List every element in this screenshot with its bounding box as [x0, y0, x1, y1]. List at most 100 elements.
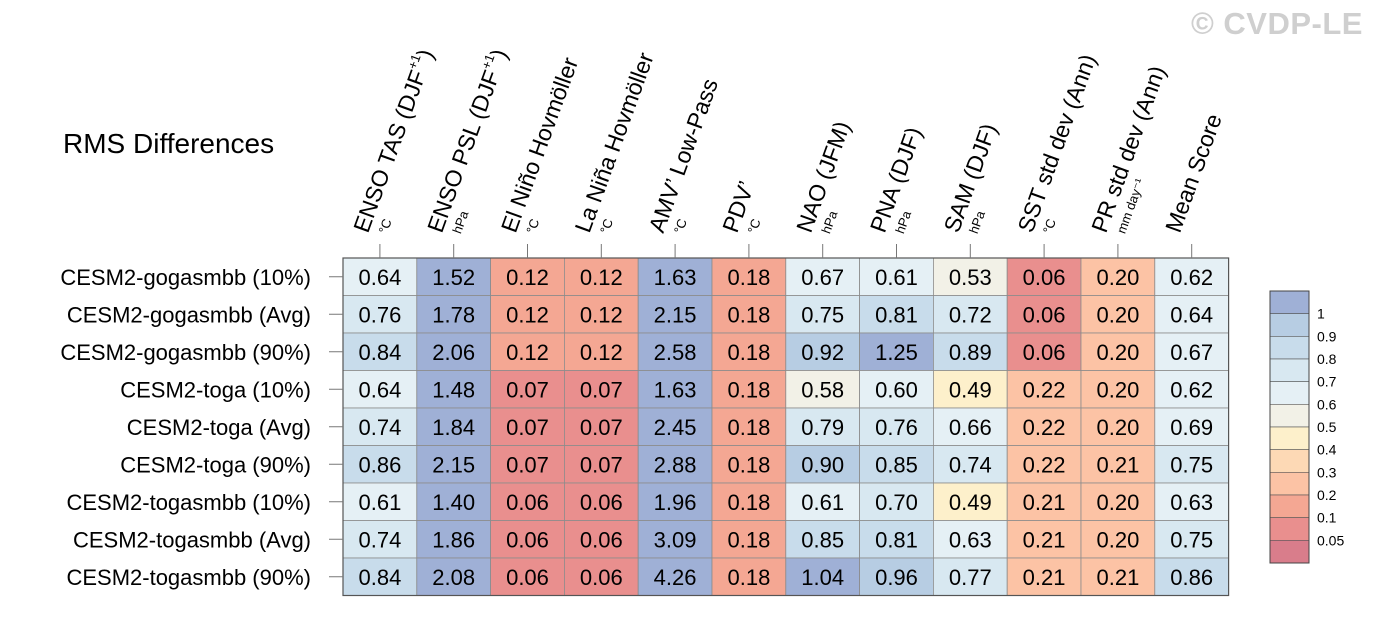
chart-title: RMS Differences — [63, 128, 275, 159]
heatmap-cell — [859, 445, 934, 484]
colorbar-tick-label: 0.4 — [1317, 442, 1337, 458]
cell-value-label: 0.18 — [727, 490, 770, 515]
heatmap-cell — [711, 257, 787, 296]
heatmap-cell — [490, 482, 565, 521]
heatmap-cell — [1080, 257, 1156, 296]
row-label: CESM2-togasmbb (90%) — [66, 565, 311, 590]
cell-value-label: 0.76 — [358, 302, 401, 327]
column-label-text: El Niño Hovmöller — [496, 54, 583, 236]
cell-value-label: 0.20 — [1096, 377, 1139, 402]
cell-value-label: 0.07 — [506, 452, 549, 477]
column-unit-label: °C — [376, 217, 395, 236]
cell-value-label: 0.60 — [875, 377, 918, 402]
column-label-text: ENSO PSL (DJF+1) — [420, 45, 512, 236]
cell-value-label: 2.15 — [432, 452, 475, 477]
cell-value-label: 0.20 — [1096, 415, 1139, 440]
cell-value-label: 0.62 — [1170, 377, 1213, 402]
column-unit-label: °C — [597, 217, 616, 236]
cell-value-label: 0.06 — [580, 527, 623, 552]
column-label-text: La Niña Hovmöller — [570, 49, 659, 236]
row-label: CESM2-toga (10%) — [120, 377, 311, 402]
cell-value-label: 0.12 — [506, 265, 549, 290]
heatmap-cell — [342, 445, 418, 484]
heatmap-cell — [416, 520, 491, 559]
heatmap-cell — [785, 407, 860, 446]
cell-value-label: 0.96 — [875, 565, 918, 590]
cell-value-label: 0.18 — [727, 452, 770, 477]
heatmap-cell — [933, 370, 1008, 409]
heatmap-cell — [637, 295, 713, 334]
heatmap-cell — [490, 332, 565, 371]
cell-value-label: 0.18 — [727, 415, 770, 440]
heatmap-cell — [933, 295, 1008, 334]
heatmap-cell — [1080, 295, 1156, 334]
heatmap-cell — [564, 445, 639, 484]
cell-value-label: 0.86 — [358, 452, 401, 477]
cell-value-label: 2.08 — [432, 565, 475, 590]
cell-value-label: 0.77 — [949, 565, 992, 590]
cell-value-label: 0.76 — [875, 415, 918, 440]
cell-value-label: 0.06 — [506, 527, 549, 552]
cell-value-label: 0.74 — [358, 415, 401, 440]
cell-value-label: 0.63 — [1170, 490, 1213, 515]
colorbar-bin — [1269, 290, 1310, 314]
row-label: CESM2-toga (90%) — [120, 452, 311, 477]
heatmap-cell — [416, 332, 491, 371]
cell-value-label: 2.45 — [654, 415, 697, 440]
cell-value-label: 0.92 — [801, 340, 844, 365]
cell-value-label: 0.18 — [727, 265, 770, 290]
heatmap-cell — [1006, 557, 1082, 596]
cell-value-label: 0.12 — [580, 265, 623, 290]
cell-value-label: 1.86 — [432, 527, 475, 552]
colorbar-tick-label: 0.6 — [1317, 396, 1337, 412]
heatmap-cell — [711, 407, 787, 446]
heatmap-cell — [1080, 557, 1156, 596]
heatmap-cell — [785, 370, 860, 409]
cell-value-label: 0.20 — [1096, 490, 1139, 515]
cell-value-label: 1.48 — [432, 377, 475, 402]
cell-value-label: 0.85 — [801, 527, 844, 552]
cell-value-label: 0.21 — [1096, 565, 1139, 590]
heatmap-cell — [711, 295, 787, 334]
colorbar-bin — [1269, 494, 1310, 518]
cell-value-label: 3.09 — [654, 527, 697, 552]
heatmap-cell — [859, 332, 934, 371]
colorbar-tick-label: 0.7 — [1317, 374, 1337, 390]
heatmap-cell — [1006, 445, 1082, 484]
colorbar-bin — [1269, 540, 1310, 564]
cell-value-label: 0.61 — [801, 490, 844, 515]
cell-value-label: 0.85 — [875, 452, 918, 477]
cell-value-label: 0.12 — [580, 340, 623, 365]
row-label: CESM2-gogasmbb (10%) — [60, 265, 311, 290]
cell-value-label: 0.64 — [1170, 302, 1213, 327]
heatmap-cell — [859, 257, 934, 296]
colorbar-tick-label: 0.2 — [1317, 487, 1337, 503]
cell-value-label: 1.96 — [654, 490, 697, 515]
column-label: NAO (JFM)hPa — [791, 118, 855, 236]
column-unit-label: °C — [523, 217, 542, 236]
column-unit-label: °C — [671, 217, 690, 236]
cell-value-label: 0.07 — [580, 415, 623, 440]
cell-value-label: 0.06 — [580, 490, 623, 515]
colorbar-tick-label: 0.3 — [1317, 464, 1337, 480]
heatmap-cell — [342, 295, 418, 334]
heatmap-cell — [1080, 370, 1156, 409]
colorbar-bin — [1269, 472, 1310, 496]
colorbar-bin — [1269, 381, 1310, 405]
cell-value-label: 0.18 — [727, 302, 770, 327]
heatmap-cell — [490, 445, 565, 484]
colorbar-tick-label: 0.05 — [1317, 532, 1344, 548]
column-label: Mean Score — [1160, 110, 1227, 235]
heatmap-cell — [1154, 482, 1230, 521]
cell-value-label: 0.74 — [358, 527, 401, 552]
cell-value-label: 0.18 — [727, 340, 770, 365]
heatmap-cell — [933, 482, 1008, 521]
cell-value-label: 2.58 — [654, 340, 697, 365]
heatmap-cell — [933, 520, 1008, 559]
cell-value-label: 0.21 — [1023, 527, 1066, 552]
colorbar-tick-label: 0.5 — [1317, 419, 1337, 435]
heatmap-cell — [564, 482, 639, 521]
row-label: CESM2-togasmbb (10%) — [66, 490, 311, 515]
colorbar-tick-label: 0.9 — [1317, 328, 1337, 344]
